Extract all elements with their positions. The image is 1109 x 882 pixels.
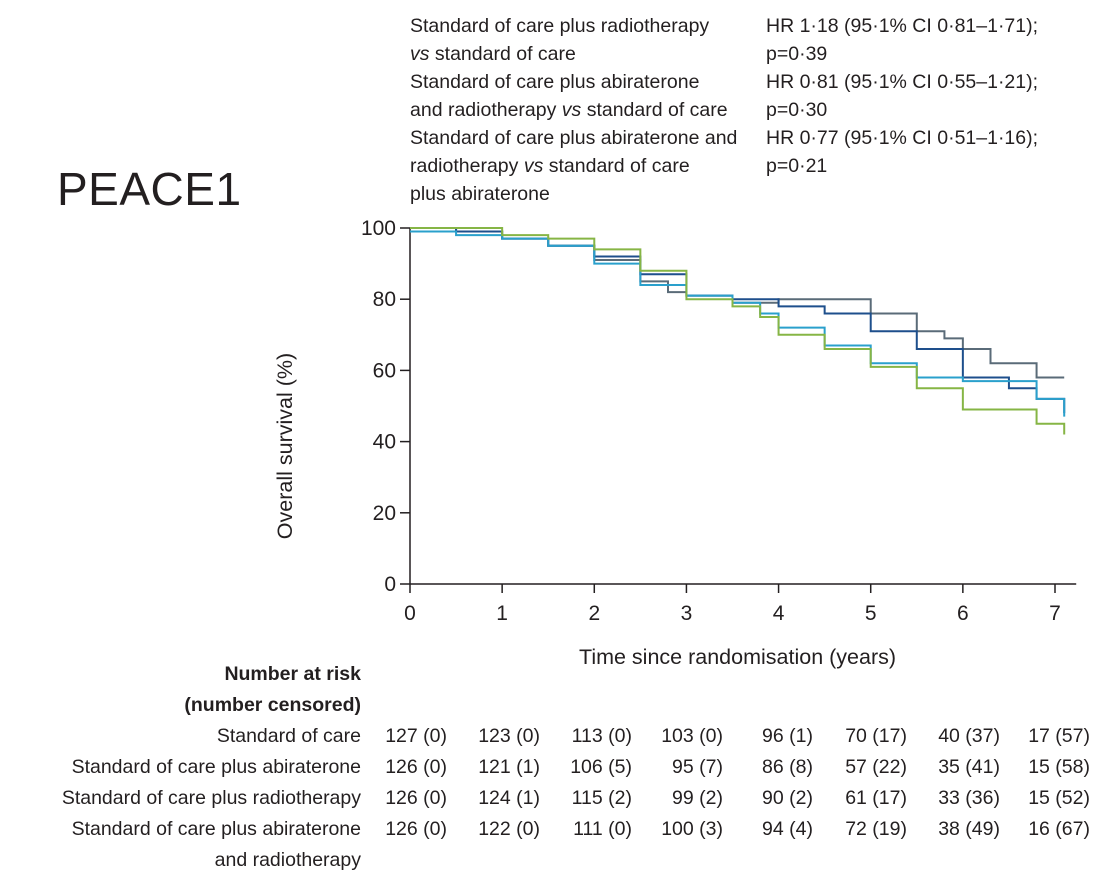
risk-cell: 123 (0) bbox=[478, 725, 540, 747]
risk-table-row: Standard of care 127 (0) 123 (0) 113 (0) 103… bbox=[0, 721, 1109, 752]
risk-arm-label-line1: Standard of care bbox=[216, 725, 361, 747]
risk-cell: 99 (2) bbox=[672, 787, 723, 809]
risk-cell: 111 (0) bbox=[573, 818, 632, 840]
risk-cell: 90 (2) bbox=[762, 787, 813, 809]
risk-cell: 35 (41) bbox=[938, 756, 1000, 778]
y-tick-label: 80 bbox=[373, 288, 396, 311]
risk-cell: 15 (52) bbox=[1028, 787, 1090, 809]
risk-cell: 96 (1) bbox=[762, 725, 813, 747]
comparison-label-line2: standard of care bbox=[581, 99, 728, 121]
hr-ci-text: HR 0·77 (95·1% CI 0·51–1·16); bbox=[766, 127, 1039, 149]
x-tick-label: 1 bbox=[496, 602, 508, 625]
comparison-label-line1: Standard of care plus radiotherapy bbox=[410, 15, 710, 37]
p-value-text: p=0·39 bbox=[766, 43, 828, 65]
risk-cell: 122 (0) bbox=[478, 818, 540, 840]
y-tick-label: 20 bbox=[373, 502, 396, 525]
x-axis-ticks: 0 1 2 3 4 5 6 7 bbox=[404, 584, 1061, 625]
comparison-vs: vs bbox=[523, 155, 544, 177]
survival-curves bbox=[410, 227, 1066, 435]
risk-arm-label-line1: Standard of care plus abiraterone bbox=[71, 818, 361, 840]
comparison-label-line1: Standard of care plus abiraterone and bbox=[410, 127, 738, 149]
comparison-label-line1: Standard of care plus abiraterone bbox=[410, 71, 700, 93]
hazard-ratio-value: HR 1·18 (95·1% CI 0·81–1·71); p=0·39 bbox=[766, 12, 1038, 68]
hazard-ratio-value: HR 0·77 (95·1% CI 0·51–1·16); p=0·21 bbox=[766, 124, 1038, 180]
risk-cell: 95 (7) bbox=[672, 756, 723, 778]
risk-arm-label-line1: Standard of care plus radiotherapy bbox=[61, 787, 361, 809]
y-tick-label: 100 bbox=[361, 217, 396, 240]
risk-cell: 86 (8) bbox=[762, 756, 813, 778]
risk-cell: 126 (0) bbox=[385, 756, 447, 778]
risk-table-header: Number at risk bbox=[224, 663, 361, 685]
risk-table-row: Standard of care plus radiotherapy 126 (0… bbox=[0, 783, 1109, 814]
comparison-label-line2-pre: and radiotherapy bbox=[410, 99, 562, 121]
risk-cell: 127 (0) bbox=[385, 725, 447, 747]
comparison-label: Standard of care plus abiraterone and ra… bbox=[410, 68, 728, 124]
risk-cell: 72 (19) bbox=[845, 818, 907, 840]
x-tick-label: 3 bbox=[681, 602, 693, 625]
risk-cell: 57 (22) bbox=[845, 756, 907, 778]
risk-arm-label-line2: and radiotherapy bbox=[214, 849, 361, 871]
risk-cell: 106 (5) bbox=[570, 756, 632, 778]
risk-cell: 115 (2) bbox=[571, 787, 632, 809]
x-tick-label: 7 bbox=[1049, 602, 1061, 625]
comparison-label: Standard of care plus abiraterone and ra… bbox=[410, 124, 737, 208]
x-tick-label: 6 bbox=[957, 602, 969, 625]
x-tick-label: 2 bbox=[588, 602, 600, 625]
p-value-text: p=0·30 bbox=[766, 99, 828, 121]
risk-table-row: Standard of care plus abiraterone 126 (0)… bbox=[0, 752, 1109, 783]
comparison-vs: vs bbox=[561, 99, 582, 121]
comparison-label-line2: standard of care bbox=[429, 43, 576, 65]
risk-arm-label: Standard of care plus radiotherapy bbox=[62, 783, 361, 814]
risk-cell: 100 (3) bbox=[661, 818, 723, 840]
survival-curve-standard-of-care-plus-abiraterone bbox=[410, 227, 1066, 414]
x-axis-title: Time since randomisation (years) bbox=[579, 645, 896, 669]
risk-cell: 40 (37) bbox=[938, 725, 1000, 747]
risk-cell: 113 (0) bbox=[571, 725, 632, 747]
risk-cell: 103 (0) bbox=[661, 725, 723, 747]
risk-arm-label: Standard of care plus abiraterone bbox=[72, 752, 361, 783]
risk-cell: 94 (4) bbox=[762, 818, 813, 840]
risk-cell: 38 (49) bbox=[938, 818, 1000, 840]
comparison-label-line2: standard of care bbox=[543, 155, 690, 177]
hr-ci-text: HR 1·18 (95·1% CI 0·81–1·71); bbox=[766, 15, 1039, 37]
p-value-text: p=0·21 bbox=[766, 155, 828, 177]
risk-cell: 61 (17) bbox=[845, 787, 907, 809]
risk-cell: 126 (0) bbox=[385, 787, 447, 809]
survival-chart: 0 20 40 60 80 100 0 1 2 3 4 5 6 7 Overall survival (… bbox=[273, 217, 1077, 669]
risk-arm-label: Standard of care plus abiraterone and rad… bbox=[72, 814, 361, 876]
survival-curve-standard-of-care-plus-abiraterone-and-radiotherapy bbox=[410, 227, 1066, 435]
comparison-label-line3: plus abiraterone bbox=[410, 183, 550, 205]
risk-table-row: Standard of care plus abiraterone and rad… bbox=[0, 814, 1109, 871]
x-tick-label: 5 bbox=[865, 602, 877, 625]
y-tick-label: 0 bbox=[384, 573, 396, 596]
risk-cell: 70 (17) bbox=[845, 725, 907, 747]
risk-table-subheader: (number censored) bbox=[184, 694, 361, 716]
comparison-label: Standard of care plus radiotherapy vs st… bbox=[410, 12, 709, 68]
survival-curve-standard-of-care-plus-radiotherapy bbox=[410, 230, 1066, 417]
y-axis-title: Overall survival (%) bbox=[273, 353, 297, 539]
risk-cell: 33 (36) bbox=[938, 787, 1000, 809]
chart-axes bbox=[409, 228, 1077, 585]
hazard-ratio-value: HR 0·81 (95·1% CI 0·55–1·21); p=0·30 bbox=[766, 68, 1038, 124]
risk-cell: 126 (0) bbox=[385, 818, 447, 840]
risk-arm-label: Standard of care bbox=[217, 721, 361, 752]
hr-ci-text: HR 0·81 (95·1% CI 0·55–1·21); bbox=[766, 71, 1039, 93]
y-tick-label: 40 bbox=[373, 431, 396, 454]
risk-cell: 121 (1) bbox=[478, 756, 540, 778]
risk-cell: 124 (1) bbox=[478, 787, 540, 809]
study-title: PEACE1 bbox=[57, 163, 242, 215]
x-tick-label: 0 bbox=[404, 602, 416, 625]
comparison-label-line2-pre: radiotherapy bbox=[410, 155, 524, 177]
risk-cell: 17 (57) bbox=[1028, 725, 1090, 747]
y-axis-ticks: 0 20 40 60 80 100 bbox=[361, 217, 410, 596]
y-tick-label: 60 bbox=[373, 359, 396, 382]
risk-cell: 15 (58) bbox=[1028, 756, 1090, 778]
comparison-vs: vs bbox=[410, 43, 430, 65]
risk-arm-label-line1: Standard of care plus abiraterone bbox=[71, 756, 361, 778]
x-tick-label: 4 bbox=[773, 602, 785, 625]
risk-cell: 16 (67) bbox=[1028, 818, 1090, 840]
